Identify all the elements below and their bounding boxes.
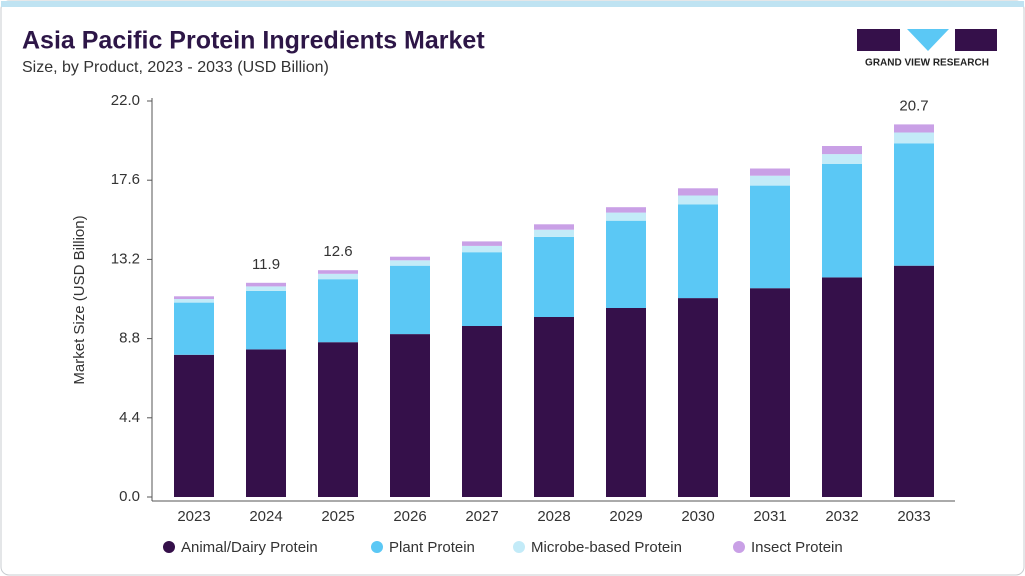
legend-label: Microbe-based Protein [531, 539, 682, 556]
logo-block [907, 29, 949, 51]
bar-segment [822, 146, 862, 155]
bar-segment [462, 326, 502, 497]
bar-segment [678, 204, 718, 299]
legend-label: Animal/Dairy Protein [181, 539, 318, 556]
bar-segment [246, 282, 286, 287]
bar-segment [174, 302, 214, 355]
y-tick-label: 22.0 [111, 92, 140, 109]
x-tick-label: 2030 [681, 508, 714, 525]
bar-segment [318, 342, 358, 497]
x-tick-label: 2024 [249, 508, 282, 525]
bar-segment [534, 229, 574, 237]
legend-label: Plant Protein [389, 539, 475, 556]
brand: GRAND VIEW RESEARCH [865, 58, 989, 69]
bar-segment [318, 279, 358, 343]
x-tick-label: 2026 [393, 508, 426, 525]
bar-segment [894, 124, 934, 133]
chart-title: Asia Pacific Protein Ingredients Market [22, 27, 485, 55]
x-tick-label: 2033 [897, 508, 930, 525]
value-label: 12.6 [323, 243, 352, 260]
legend-label: Insect Protein [751, 539, 843, 556]
x-tick-label: 2027 [465, 508, 498, 525]
bar-segment [246, 349, 286, 497]
bar-segment [390, 256, 430, 261]
y-axis-label: Market Size (USD Billion) [71, 215, 88, 384]
y-tick-label: 13.2 [111, 250, 140, 267]
y-tick-label: 8.8 [119, 330, 140, 347]
y-tick-label: 17.6 [111, 171, 140, 188]
logo-block [955, 29, 997, 51]
bar-segment [894, 132, 934, 144]
bar-segment [678, 195, 718, 205]
bar-segment [318, 273, 358, 280]
x-tick-label: 2032 [825, 508, 858, 525]
top-bar [1, 1, 1024, 7]
bar-segment [174, 296, 214, 299]
value-label: 20.7 [899, 97, 928, 114]
bar-segment [462, 252, 502, 326]
legend-swatch [733, 541, 745, 553]
bar-segment [462, 241, 502, 246]
bar-segment [174, 299, 214, 303]
bar-segment [462, 245, 502, 253]
bar-segment [822, 164, 862, 278]
bar-segment [390, 265, 430, 335]
x-tick-label: 2031 [753, 508, 786, 525]
bar-segment [390, 260, 430, 266]
x-tick-label: 2023 [177, 508, 210, 525]
bar-segment [894, 265, 934, 497]
bar-segment [246, 290, 286, 350]
bar-segment [822, 277, 862, 497]
bar-segment [678, 298, 718, 497]
bar-segment [534, 236, 574, 317]
bar-segment [246, 286, 286, 291]
logo-block [857, 29, 900, 51]
bar-segment [606, 308, 646, 497]
bar-segment [750, 175, 790, 186]
legend-swatch [513, 541, 525, 553]
x-tick-label: 2029 [609, 508, 642, 525]
bar-segment [750, 168, 790, 176]
bar-segment [534, 224, 574, 230]
chart-subtitle: Size, by Product, 2023 - 2033 (USD Billi… [22, 59, 329, 76]
bar-segment [606, 220, 646, 308]
bar-segment [606, 212, 646, 221]
x-tick-label: 2025 [321, 508, 354, 525]
legend-swatch [371, 541, 383, 553]
bar-segment [822, 154, 862, 164]
logo: GRAND VIEW RESEARCH [857, 29, 997, 69]
legend-swatch [163, 541, 175, 553]
y-tick-label: 4.4 [119, 409, 140, 426]
bar-segment [894, 143, 934, 266]
bar-segment [390, 334, 430, 497]
y-tick-label: 0.0 [119, 488, 140, 505]
bar-segment [534, 317, 574, 497]
bar-segment [174, 354, 214, 497]
bar-segment [318, 270, 358, 274]
value-label: 11.9 [252, 256, 280, 273]
bar-segment [750, 288, 790, 497]
bar-segment [678, 188, 718, 196]
bar-segment [750, 185, 790, 289]
x-tick-label: 2028 [537, 508, 570, 525]
bar-segment [606, 207, 646, 213]
